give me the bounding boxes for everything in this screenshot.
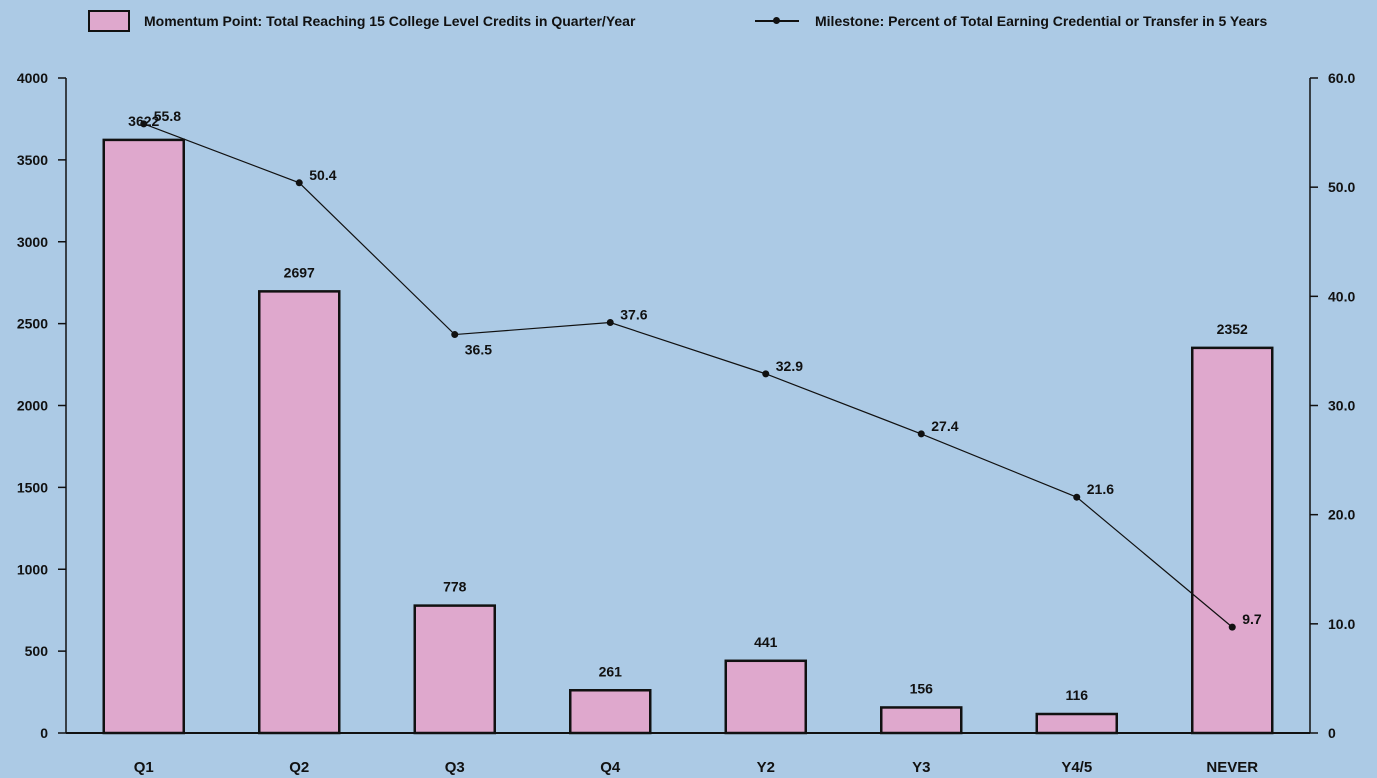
line-point xyxy=(295,179,303,187)
legend-swatch-bar xyxy=(88,10,130,32)
legend-item-line-series: Milestone: Percent of Total Earning Cred… xyxy=(755,8,1267,34)
x-tick-label: Y4/5 xyxy=(1061,759,1092,776)
line-value-label: 32.9 xyxy=(776,358,803,374)
y-left-tick-label: 2500 xyxy=(17,316,48,332)
x-tick-label: Q1 xyxy=(134,759,154,776)
line-value-label: 9.7 xyxy=(1242,611,1262,627)
line-point xyxy=(1073,493,1081,501)
x-tick-label: Q2 xyxy=(289,759,309,776)
y-axis-right: 0 10.0 20.0 30.0 40.0 50.0 60.0 xyxy=(1310,70,1355,741)
bar-q3 xyxy=(413,604,496,735)
bar-value-label: 441 xyxy=(754,634,778,650)
bar-value-label: 2697 xyxy=(284,264,315,280)
y-axis-left: 0 500 1000 1500 2000 2500 3000 3500 4000 xyxy=(17,70,66,741)
y-left-tick-label: 2000 xyxy=(17,398,48,414)
bar-y2 xyxy=(724,659,807,735)
bar-q4 xyxy=(569,689,652,735)
x-tick-label: Q3 xyxy=(445,759,465,776)
line-point xyxy=(1228,623,1236,631)
y-right-tick-label: 30.0 xyxy=(1328,398,1355,414)
x-tick-label: Y3 xyxy=(912,759,930,776)
y-right-tick-label: 50.0 xyxy=(1328,179,1355,195)
line-value-label: 55.8 xyxy=(154,108,181,124)
y-right-tick-label: 0 xyxy=(1328,725,1336,741)
bar-never xyxy=(1191,346,1274,735)
bar-y4-5 xyxy=(1035,712,1118,735)
bar-y3 xyxy=(880,706,963,735)
x-axis: Q1 Q2 Q3 Q4 Y2 Y3 Y4/5 NEVER xyxy=(134,759,1259,776)
x-tick-label: NEVER xyxy=(1206,759,1258,776)
line-point xyxy=(451,331,459,339)
y-right-tick-label: 40.0 xyxy=(1328,288,1355,304)
y-left-tick-label: 3000 xyxy=(17,234,48,250)
y-left-tick-label: 3500 xyxy=(17,152,48,168)
line-series xyxy=(140,120,1236,631)
legend-swatch-line xyxy=(755,14,799,28)
bar-series xyxy=(102,138,1274,735)
y-left-tick-label: 500 xyxy=(25,643,49,659)
axes-lines xyxy=(65,78,1311,734)
legend-label-line-series: Milestone: Percent of Total Earning Cred… xyxy=(815,13,1268,29)
bar-q1 xyxy=(102,138,185,735)
bar-value-label: 2352 xyxy=(1217,321,1248,337)
bar-value-label: 261 xyxy=(599,663,623,679)
legend: Momentum Point: Total Reaching 15 Colleg… xyxy=(0,8,1377,34)
line-value-label: 27.4 xyxy=(931,418,958,434)
line-value-label: 50.4 xyxy=(309,167,336,183)
line-point xyxy=(917,430,925,438)
line-path xyxy=(143,123,1233,628)
bar-q2 xyxy=(258,290,341,735)
y-left-tick-label: 1000 xyxy=(17,561,48,577)
line-point xyxy=(140,120,148,128)
y-right-tick-label: 20.0 xyxy=(1328,507,1355,523)
bar-value-label: 116 xyxy=(1065,687,1088,703)
line-value-label: 21.6 xyxy=(1087,481,1114,497)
y-left-tick-label: 1500 xyxy=(17,479,48,495)
bar-value-label: 778 xyxy=(443,579,467,595)
bar-value-label: 3622 xyxy=(128,113,159,129)
x-tick-label: Y2 xyxy=(757,759,775,776)
y-left-tick-label: 0 xyxy=(40,725,48,741)
bar-value-label: 156 xyxy=(910,680,934,696)
line-value-label: 36.5 xyxy=(465,342,492,358)
legend-item-bar-series: Momentum Point: Total Reaching 15 Colleg… xyxy=(88,8,635,34)
line-value-label: 37.6 xyxy=(620,307,647,323)
line-point xyxy=(762,370,770,378)
y-right-tick-label: 10.0 xyxy=(1328,616,1355,632)
line-point xyxy=(606,319,614,327)
y-left-tick-label: 4000 xyxy=(17,70,48,86)
x-tick-label: Q4 xyxy=(600,759,621,776)
legend-label-bar-series: Momentum Point: Total Reaching 15 Colleg… xyxy=(144,13,636,29)
y-right-tick-label: 60.0 xyxy=(1328,70,1355,86)
data-labels: 3622 2697 778 261 441 156 116 2352 55.8 50.4 36.5 3… xyxy=(128,108,1262,703)
